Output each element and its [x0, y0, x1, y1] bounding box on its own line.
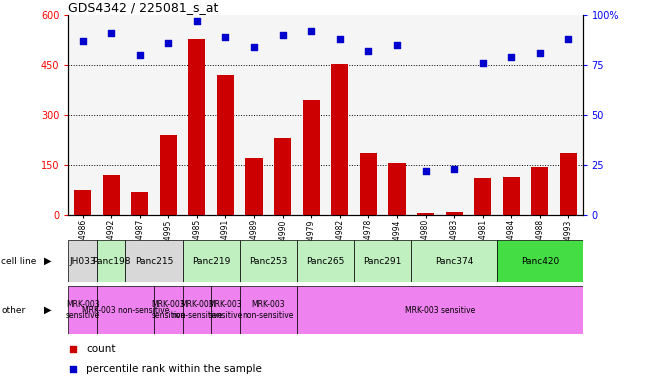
Text: Panc215: Panc215: [135, 257, 173, 266]
Text: JH033: JH033: [69, 257, 96, 266]
Bar: [297, 240, 354, 282]
Text: other: other: [1, 306, 25, 314]
Bar: [331, 64, 348, 215]
Point: [163, 40, 174, 46]
Point: [277, 32, 288, 38]
Bar: [240, 240, 297, 282]
Bar: [159, 135, 177, 215]
Bar: [154, 286, 183, 334]
Bar: [411, 240, 497, 282]
Text: MRK-003
sensitive: MRK-003 sensitive: [151, 300, 186, 320]
Text: percentile rank within the sample: percentile rank within the sample: [87, 364, 262, 374]
Bar: [303, 100, 320, 215]
Text: Panc219: Panc219: [192, 257, 230, 266]
Bar: [240, 286, 297, 334]
Bar: [183, 240, 240, 282]
Bar: [474, 179, 492, 215]
Point: [449, 166, 459, 172]
Point: [392, 42, 402, 48]
Text: Panc420: Panc420: [521, 257, 559, 266]
Text: GDS4342 / 225081_s_at: GDS4342 / 225081_s_at: [68, 1, 219, 14]
Point: [77, 38, 88, 45]
Text: MRK-003
sensitive: MRK-003 sensitive: [66, 300, 100, 320]
Point: [306, 28, 316, 35]
Bar: [97, 240, 126, 282]
Point: [563, 36, 574, 42]
Point: [220, 34, 230, 40]
Point: [421, 168, 431, 174]
Point: [191, 18, 202, 25]
Bar: [183, 286, 211, 334]
Point: [477, 60, 488, 66]
Bar: [211, 286, 240, 334]
Bar: [74, 190, 91, 215]
Bar: [126, 240, 183, 282]
Text: Panc253: Panc253: [249, 257, 288, 266]
Point: [367, 291, 378, 297]
Bar: [297, 286, 583, 334]
Text: Panc265: Panc265: [307, 257, 344, 266]
Bar: [360, 154, 377, 215]
Text: MRK-003 non-sensitive: MRK-003 non-sensitive: [82, 306, 169, 314]
Text: count: count: [87, 344, 116, 354]
Text: ▶: ▶: [44, 305, 52, 315]
Text: Panc198: Panc198: [92, 257, 130, 266]
Point: [135, 52, 145, 58]
Text: ▶: ▶: [44, 256, 52, 266]
Point: [534, 50, 545, 56]
Bar: [68, 240, 97, 282]
Bar: [132, 192, 148, 215]
Point: [106, 30, 117, 36]
Text: Panc374: Panc374: [435, 257, 473, 266]
Bar: [389, 164, 406, 215]
Text: MRK-003
non-sensitive: MRK-003 non-sensitive: [243, 300, 294, 320]
Point: [249, 44, 259, 50]
Text: MRK-003
non-sensitive: MRK-003 non-sensitive: [171, 300, 223, 320]
Text: cell line: cell line: [1, 257, 36, 266]
Point: [335, 36, 345, 42]
Bar: [274, 139, 291, 215]
Bar: [103, 175, 120, 215]
Bar: [217, 75, 234, 215]
Bar: [188, 39, 206, 215]
Bar: [354, 240, 411, 282]
Bar: [560, 154, 577, 215]
Point: [363, 48, 374, 55]
Bar: [531, 167, 548, 215]
Text: MRK-003 sensitive: MRK-003 sensitive: [405, 306, 475, 314]
Bar: [245, 159, 262, 215]
Point: [367, 103, 378, 109]
Bar: [417, 214, 434, 215]
Bar: [503, 177, 519, 215]
Text: Panc291: Panc291: [363, 257, 402, 266]
Bar: [97, 286, 154, 334]
Bar: [497, 240, 583, 282]
Text: MRK-003
sensitive: MRK-003 sensitive: [208, 300, 243, 320]
Bar: [445, 212, 463, 215]
Bar: [68, 286, 97, 334]
Point: [506, 54, 516, 60]
